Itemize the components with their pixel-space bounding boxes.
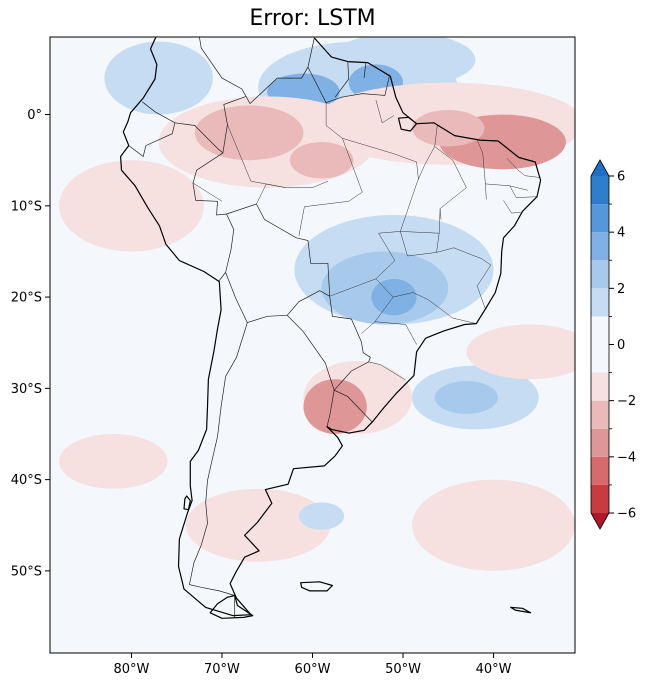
colorbar-extend-max [591,160,609,176]
state-border-line [256,183,286,205]
x-axis-ticks: 80°W 70°W 60°W 50°W 40°W [114,653,512,677]
x-tick-label: 50°W [385,662,421,677]
coastline-marajo [397,116,418,132]
state-border-line [374,321,417,345]
y-tick-label: 0° [27,108,42,123]
colorbar-tick-label: 2 [617,282,625,297]
error-contour-patch [104,41,213,115]
colorbar-tick-label: 6 [617,170,625,185]
colorbar-extend-min [591,513,609,529]
country-borders-layer [128,37,390,618]
colorbar-tick-label: −4 [617,450,636,465]
colorbar-band [591,400,609,429]
state-border-line [368,361,406,381]
error-contour-patch [185,488,331,562]
x-tick-label: 40°W [476,662,512,677]
country-border-line [286,315,335,391]
state-border-line [509,185,538,198]
state-border-line [476,140,487,200]
country-border-line [363,62,367,79]
state-border-line [329,231,440,297]
coastline-tierra-del-fuego [209,594,254,619]
error-field-layer [59,37,575,571]
colorbar-band [591,232,609,261]
error-contour-patch [298,502,345,530]
country-border-line [128,122,176,158]
colorbar-band [591,372,609,401]
colorbar-band [591,176,609,205]
x-tick-label: 70°W [204,662,240,677]
state-border-line [476,264,492,310]
error-contour-patch [434,381,499,414]
y-tick-label: 40°S [11,473,42,488]
country-border-line [334,61,350,98]
colorbar-tick-label: −6 [617,507,636,522]
colorbar-band [591,260,609,289]
error-contour-patch [289,141,354,179]
y-tick-label: 10°S [11,199,42,214]
country-border-line [307,66,390,104]
y-tick-label: 50°S [11,564,42,579]
coastline-south-georgia [510,606,532,614]
colorbar: 6 4 2 0 −2 −4 −6 [590,159,636,530]
state-border-line [434,146,467,220]
country-border-line [199,37,315,105]
colorbar-band [591,456,609,485]
state-border-line [503,200,521,214]
x-tick-label: 60°W [295,662,331,677]
state-border-line [361,278,394,334]
country-border-line [188,322,248,596]
state-border-line [400,231,437,257]
state-border-line [298,206,305,236]
y-tick-label: 30°S [11,382,42,397]
state-borders-layer [192,99,540,381]
error-contour-patch [466,324,575,380]
state-border-line [436,208,491,266]
colorbar-tick-label: 4 [617,226,625,241]
error-contour-patch [59,433,168,489]
error-contour-patch [412,479,575,571]
x-tick-label: 80°W [114,662,150,677]
colorbar-band [591,316,609,373]
colorbar-band [591,428,609,457]
coastline-south-america [120,37,542,617]
state-border-line [375,99,395,124]
state-border-line [400,124,438,232]
state-border-line [506,158,540,178]
y-tick-label: 20°S [11,291,42,306]
coastline-layer [120,37,542,619]
map-plot-area [50,37,575,653]
state-border-line [393,292,477,324]
y-axis-ticks: 0° 10°S 20°S 30°S 40°S 50°S [11,108,50,579]
country-border-line [225,272,330,324]
state-border-line [192,182,223,202]
colorbar-tick-label: −2 [617,394,636,409]
colorbar-band [591,204,609,233]
error-contour-patch [303,379,367,434]
country-border-line [142,95,247,154]
country-border-line [226,203,373,423]
error-contour-patch [59,160,204,252]
error-contour-patch [194,105,304,161]
colorbar-band [591,288,609,317]
coastline-falklands [300,581,333,592]
state-border-line [304,102,363,207]
error-contour-patch [412,110,485,147]
coastline-chiloe [183,495,191,511]
chart-title: Error: LSTM [249,6,376,31]
country-border-line [326,390,335,427]
state-border-line [342,138,419,180]
country-border-line [192,152,235,282]
colorbar-tick-label: 0 [617,338,625,353]
colorbar-band [591,484,609,513]
